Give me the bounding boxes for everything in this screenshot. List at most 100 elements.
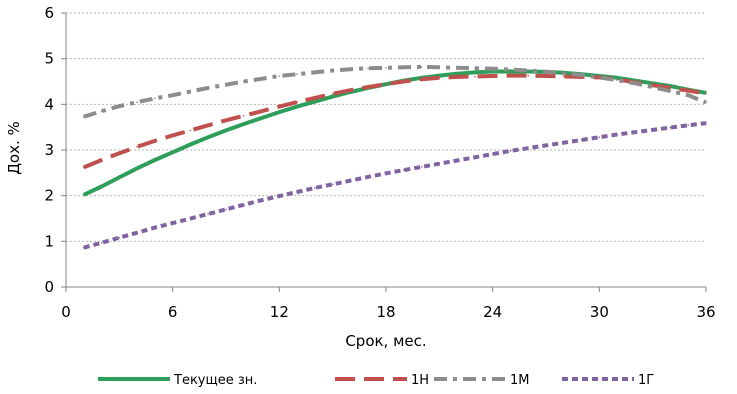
data-point xyxy=(598,76,601,79)
x-tick-label: 6 xyxy=(168,303,178,321)
data-point xyxy=(545,144,547,147)
data-point xyxy=(331,93,334,95)
data-point xyxy=(314,97,316,99)
data-point xyxy=(260,110,263,112)
data-point xyxy=(136,101,138,103)
data-point xyxy=(491,153,494,155)
x-tick-label: 24 xyxy=(483,303,502,321)
data-point xyxy=(420,78,423,80)
data-point xyxy=(154,159,156,161)
data-point xyxy=(314,100,316,103)
y-tick-label: 3 xyxy=(44,141,54,159)
data-point xyxy=(260,117,263,119)
data-point xyxy=(136,231,138,234)
data-point xyxy=(331,69,334,72)
data-point xyxy=(616,77,618,79)
data-point xyxy=(100,159,103,161)
data-point xyxy=(634,131,636,133)
x-axis-title: Срок, мес. xyxy=(345,332,426,350)
data-point xyxy=(260,199,263,201)
data-point xyxy=(456,76,458,78)
data-point xyxy=(403,66,405,69)
legend-label: 1Н xyxy=(411,373,429,388)
data-point xyxy=(331,95,334,98)
data-point xyxy=(474,156,476,159)
data-point xyxy=(687,89,689,92)
y-tick-label: 1 xyxy=(44,232,54,250)
data-point xyxy=(438,162,441,165)
data-point xyxy=(580,74,583,76)
x-tick-label: 36 xyxy=(696,303,715,321)
x-tick-label: 0 xyxy=(61,303,71,321)
data-point xyxy=(189,90,192,93)
data-point xyxy=(456,72,458,75)
data-point xyxy=(349,68,352,70)
y-tick-label: 6 xyxy=(44,4,54,22)
data-point xyxy=(705,122,707,124)
data-point xyxy=(83,246,85,249)
series-line xyxy=(83,64,707,119)
data-point xyxy=(154,226,156,229)
y-tick-label: 0 xyxy=(44,278,54,296)
data-point xyxy=(420,166,423,168)
legend-item: Текущее зн. xyxy=(98,373,257,388)
data-point xyxy=(491,75,494,77)
legend: Текущее зн. 1Н 1М 1Г xyxy=(98,373,654,388)
data-point xyxy=(296,191,298,193)
data-point xyxy=(438,77,441,79)
data-point xyxy=(403,80,405,83)
data-point xyxy=(385,83,387,85)
data-point xyxy=(243,115,245,117)
data-point xyxy=(438,66,441,69)
data-point xyxy=(491,67,494,70)
series-4 xyxy=(83,121,707,250)
data-point xyxy=(296,101,298,103)
series-line xyxy=(83,121,707,250)
data-point xyxy=(118,105,121,107)
data-point xyxy=(207,124,209,127)
data-point xyxy=(563,141,565,144)
data-point xyxy=(296,73,298,75)
data-point xyxy=(349,89,352,91)
data-point xyxy=(527,74,529,77)
data-point xyxy=(367,67,370,70)
data-point xyxy=(100,185,103,188)
data-point xyxy=(705,101,707,104)
data-point xyxy=(207,213,209,215)
data-point xyxy=(687,124,689,127)
y-tick-label: 4 xyxy=(44,95,54,113)
data-point xyxy=(171,151,174,154)
series-2 xyxy=(83,73,707,170)
data-point xyxy=(296,105,298,108)
data-point xyxy=(509,70,512,73)
data-point xyxy=(669,126,672,129)
data-point xyxy=(563,72,565,75)
data-point xyxy=(527,69,529,72)
data-point xyxy=(83,194,85,196)
data-point xyxy=(527,147,529,149)
series-line xyxy=(83,73,707,170)
data-point xyxy=(207,136,209,138)
data-point xyxy=(171,94,174,96)
y-tick-label: 5 xyxy=(44,50,54,68)
data-point xyxy=(687,94,689,96)
data-point xyxy=(83,166,85,169)
x-tick-label: 12 xyxy=(270,303,289,321)
data-point xyxy=(278,195,281,197)
legend-label: Текущее зн. xyxy=(173,373,257,388)
data-point xyxy=(189,217,192,220)
data-point xyxy=(100,110,103,112)
data-point xyxy=(331,183,334,186)
data-point xyxy=(651,84,654,86)
legend-label: 1Г xyxy=(638,373,654,388)
legend-item: 1Г xyxy=(562,373,654,388)
data-point xyxy=(278,111,281,113)
data-point xyxy=(420,66,423,68)
data-point xyxy=(580,139,583,141)
data-point xyxy=(491,70,494,73)
legend-item: 1Н xyxy=(335,373,429,388)
data-point xyxy=(509,68,512,71)
data-point xyxy=(154,140,156,142)
data-point xyxy=(207,87,209,89)
